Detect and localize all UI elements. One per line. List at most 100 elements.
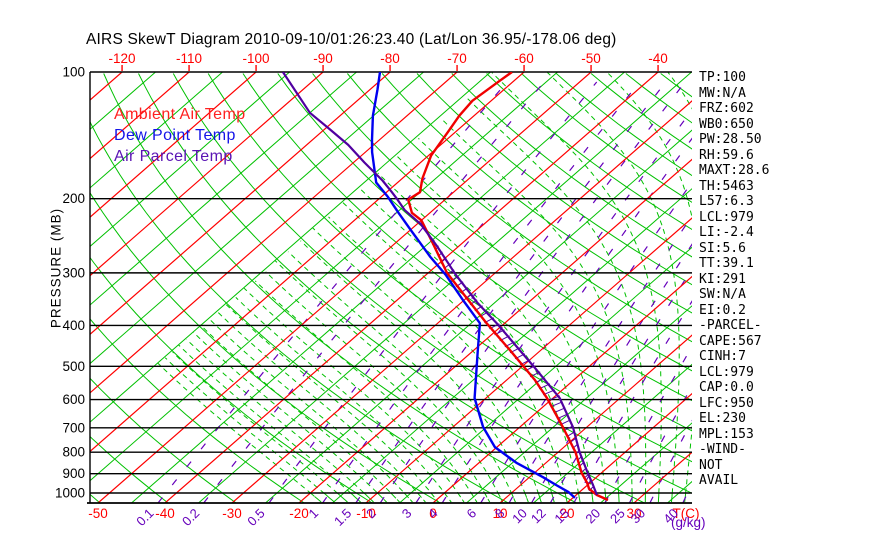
stat-line: LI:-2.4 [699, 225, 754, 240]
isotherm-major [90, 72, 190, 160]
pressure-lines [87, 71, 692, 504]
isotherm-minor [399, 246, 692, 503]
moist-adiabat [164, 357, 335, 503]
mixing-ratio-line [549, 267, 692, 503]
pressure-tick-label: 500 [62, 359, 85, 374]
legend-item: Dew Point Temp [114, 127, 236, 144]
moist-adiabat [328, 216, 555, 503]
pressure-axis-label: PRESSURE (MB) [48, 207, 64, 329]
mixing-ratio-label: 0.2 [179, 506, 202, 529]
isotherm-major [97, 72, 592, 503]
top-axis-label: -70 [447, 51, 467, 66]
top-axis-label: -110 [176, 51, 202, 66]
moist-adiabat [358, 187, 581, 503]
bottom-axis-label: 0 [429, 506, 437, 521]
moist-adiabat [274, 260, 504, 503]
isotherm-major [164, 72, 659, 503]
mixing-ratio-label: 25 [607, 506, 628, 527]
isotherm-major [0, 72, 55, 503]
ambient-temp-curve [407, 72, 609, 502]
dry-adiabat [90, 377, 237, 503]
moist-adiabat [300, 240, 529, 503]
isotherm-minor [90, 72, 290, 248]
mixing-ratio-label: 12 [528, 506, 549, 527]
isotherm-minor [533, 363, 692, 503]
dry-adiabat [451, 73, 692, 258]
isotherm-minor [90, 72, 357, 306]
legend-item: Air Parcel Temp [114, 148, 233, 165]
stat-line: MAXT:28.6 [699, 163, 770, 178]
stat-line: TP:100 [699, 70, 746, 85]
dry-adiabat [590, 73, 692, 150]
mixing-ratio-label: 20 [582, 506, 603, 527]
sounding-curves [281, 72, 609, 502]
bottom-axis-label: 30 [626, 506, 641, 521]
stat-line: AVAIL [699, 473, 739, 488]
mixing-ratio-line [379, 81, 686, 503]
bottom-axis-label: 20 [559, 506, 574, 521]
dry-adiabat [277, 73, 692, 402]
mixing-ratio-line [322, 81, 640, 503]
isotherm-minor [90, 72, 424, 365]
isotherm-minor [332, 188, 692, 503]
dry-adiabat [90, 120, 509, 503]
pressure-tick-label: 400 [62, 318, 85, 333]
stat-line: RH:59.6 [699, 147, 754, 163]
dry-adiabat [347, 73, 692, 343]
moist-adiabat [157, 362, 322, 503]
isotherm-minor [198, 72, 692, 503]
stat-line: -PARCEL- [699, 318, 762, 333]
isotherm-minor [466, 305, 692, 503]
stat-line: CINH:7 [699, 349, 746, 364]
temp-unit-label: T(C) [673, 506, 700, 521]
pressure-tick-label: 200 [62, 191, 85, 206]
stat-line: TH:5463 [699, 178, 754, 194]
isotherm-major [90, 72, 525, 453]
stat-line: EI:0.2 [699, 302, 746, 318]
moist-adiabat [342, 201, 568, 503]
top-axis-label: -100 [243, 51, 270, 66]
mixing-ratio-label: 0.1 [133, 506, 156, 529]
dry-adiabat [138, 73, 645, 503]
dry-adiabat [312, 73, 692, 372]
stat-line: KI:291 [699, 271, 746, 287]
pressure-tick-label: 1000 [55, 486, 85, 501]
isotherm-major [298, 158, 692, 503]
isotherm-minor [90, 72, 491, 423]
top-axis-label: -120 [109, 51, 136, 66]
mixing-ratio-label: 6 [463, 506, 479, 522]
moist-adiabat [397, 156, 607, 503]
moist-adiabat [377, 172, 594, 503]
isotherm-major [566, 392, 692, 503]
mixing-ratio-line [415, 109, 692, 503]
top-axis-label: -90 [313, 51, 333, 66]
stat-line: LCL:979 [699, 209, 754, 225]
legend-item: Ambient Air Temp [114, 106, 246, 123]
pressure-tick-label: 100 [62, 65, 85, 80]
dew-point-curve [370, 72, 576, 499]
top-axis-label: -80 [380, 51, 400, 66]
isotherm-major [90, 72, 391, 336]
top-axis-label: -50 [581, 51, 601, 66]
bottom-axis-label: 10 [492, 506, 507, 521]
mixing-ratio-label: 3 [399, 506, 415, 522]
stat-line: EL:230 [699, 411, 746, 426]
stat-line: TT:39.1 [699, 256, 754, 271]
stats-column: TP:100 MW:N/A FRZ:602 WB0:650 PW:28.50 RH:59.… [699, 70, 769, 489]
moist-adiabat [225, 304, 439, 503]
mixing-ratio-line [441, 137, 692, 503]
moist-adiabat [209, 318, 413, 503]
isotherm-minor [265, 129, 692, 503]
moist-adiabat [464, 95, 647, 503]
chart-title: AIRS SkewT Diagram 2010-09-10/01:26:23.4… [86, 31, 617, 48]
pressure-tick-label: 900 [62, 466, 85, 481]
moist-adiabat [192, 331, 387, 503]
isotherm-minor [600, 422, 692, 503]
bottom-axis-label: -20 [289, 506, 309, 521]
stat-line: PW:28.50 [699, 132, 762, 147]
stat-line: SW:N/A [699, 287, 746, 302]
dry-adiabat [90, 318, 305, 503]
stat-line: SI:5.6 [699, 240, 746, 256]
stat-line: MPL:153 [699, 426, 754, 442]
